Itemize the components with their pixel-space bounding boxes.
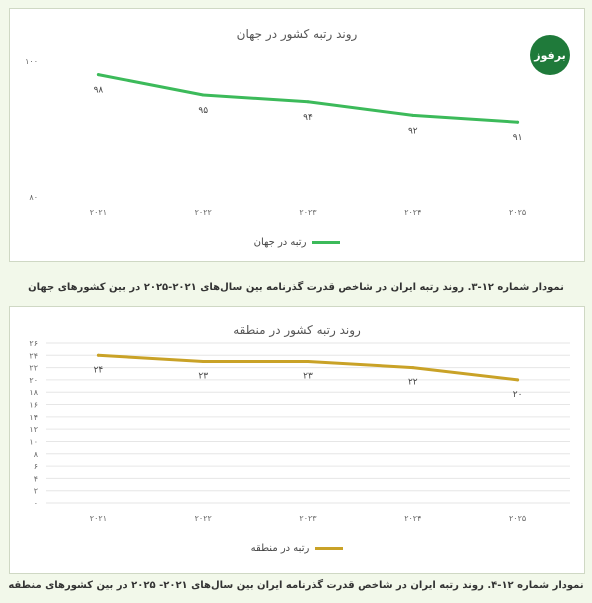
y-tick-label: ۲۲ bbox=[29, 364, 38, 373]
data-label: ۹۴ bbox=[303, 113, 313, 123]
x-tick-label: ۲۰۲۲ bbox=[195, 208, 212, 217]
y-tick-label: ۱۰ bbox=[29, 437, 38, 446]
data-label: ۲۴ bbox=[94, 365, 104, 375]
x-tick-label: ۲۰۲۲ bbox=[195, 514, 212, 523]
y-tick-label: ۲ bbox=[34, 487, 38, 496]
x-tick-label: ۲۰۲۳ bbox=[299, 208, 317, 217]
data-point bbox=[96, 73, 100, 77]
data-point bbox=[516, 120, 520, 124]
y-tick-label: ۱۰۰ bbox=[25, 57, 38, 66]
data-label: ۲۳ bbox=[198, 371, 208, 381]
data-point bbox=[201, 93, 205, 97]
legend-label: رتبه در جهان bbox=[253, 237, 307, 248]
x-tick-label: ۲۰۲۵ bbox=[509, 514, 526, 523]
y-tick-label: ۸ bbox=[34, 450, 39, 459]
data-label: ۲۲ bbox=[408, 378, 418, 388]
y-tick-label: ۲۴ bbox=[29, 351, 38, 360]
data-label: ۹۵ bbox=[198, 106, 208, 116]
y-tick-label: ۱۴ bbox=[29, 413, 38, 422]
y-tick-label: ۱۲ bbox=[29, 425, 38, 434]
world-rank-chart-panel: روند رتبه کشور در جهان برفوز ۸۰ ۱۰۰ ۲۰۲۱ ۲۰… bbox=[9, 8, 585, 262]
y-tick-label: ۲۰ bbox=[29, 376, 38, 385]
data-point bbox=[411, 113, 415, 117]
legend: رتبه در منطقه bbox=[10, 543, 584, 554]
data-point bbox=[306, 359, 310, 363]
data-label: ۲۳ bbox=[303, 371, 313, 381]
data-point bbox=[411, 366, 415, 370]
y-tick-label: ۱۸ bbox=[29, 388, 38, 397]
data-point bbox=[96, 353, 100, 357]
data-point bbox=[306, 100, 310, 104]
legend-swatch bbox=[312, 240, 341, 244]
y-tick-label: ۲۶ bbox=[29, 339, 38, 348]
data-label: ۹۸ bbox=[94, 86, 104, 96]
data-point bbox=[516, 378, 520, 382]
data-label: ۲۰ bbox=[513, 390, 523, 400]
legend: رتبه در جهان bbox=[10, 237, 584, 248]
data-point bbox=[201, 359, 205, 363]
brand-logo: برفوز bbox=[530, 35, 570, 75]
y-tick-label: ۸۰ bbox=[29, 193, 38, 202]
chart-title: روند رتبه کشور در جهان bbox=[236, 27, 358, 41]
region-rank-chart-panel: روند رتبه کشور در منطقه ۰ ۲ ۴ ۶ ۸ ۱۰ ۱۲ ۱۴ ۱۶ ۱۸ ۲… bbox=[9, 306, 585, 574]
x-tick-label: ۲۰۲۴ bbox=[404, 514, 421, 523]
data-label: ۹۲ bbox=[408, 126, 418, 136]
y-tick-label: ۰ bbox=[34, 499, 38, 508]
figure-caption: نمودار شماره ۱۲-۳. روند رتبه ایران در شا… bbox=[28, 282, 564, 293]
legend-swatch bbox=[315, 546, 344, 550]
world-rank-line-chart: ۸۰ ۱۰۰ ۲۰۲۱ ۲۰۲۲ ۲۰۲۳ ۲۰۲۴ ۲۰۲۵ ۹۸ ۹۵ ۹۴ ۹۲ ۹۱ bbox=[25, 57, 526, 217]
y-tick-label: ۶ bbox=[34, 462, 38, 471]
figure-caption: نمودار شماره ۱۲-۴. روند رتبه ایران در شا… bbox=[8, 580, 584, 591]
y-tick-label: ۴ bbox=[34, 474, 38, 483]
x-tick-label: ۲۰۲۱ bbox=[90, 208, 107, 217]
x-tick-label: ۲۰۲۱ bbox=[90, 514, 107, 523]
chart-title: روند رتبه کشور در منطقه bbox=[233, 323, 361, 337]
x-tick-label: ۲۰۲۳ bbox=[299, 514, 317, 523]
data-label: ۹۱ bbox=[513, 133, 523, 143]
x-tick-label: ۲۰۲۵ bbox=[509, 208, 526, 217]
y-tick-label: ۱۶ bbox=[29, 401, 38, 410]
legend-label: رتبه در منطقه bbox=[250, 543, 310, 554]
x-tick-label: ۲۰۲۴ bbox=[404, 208, 421, 217]
